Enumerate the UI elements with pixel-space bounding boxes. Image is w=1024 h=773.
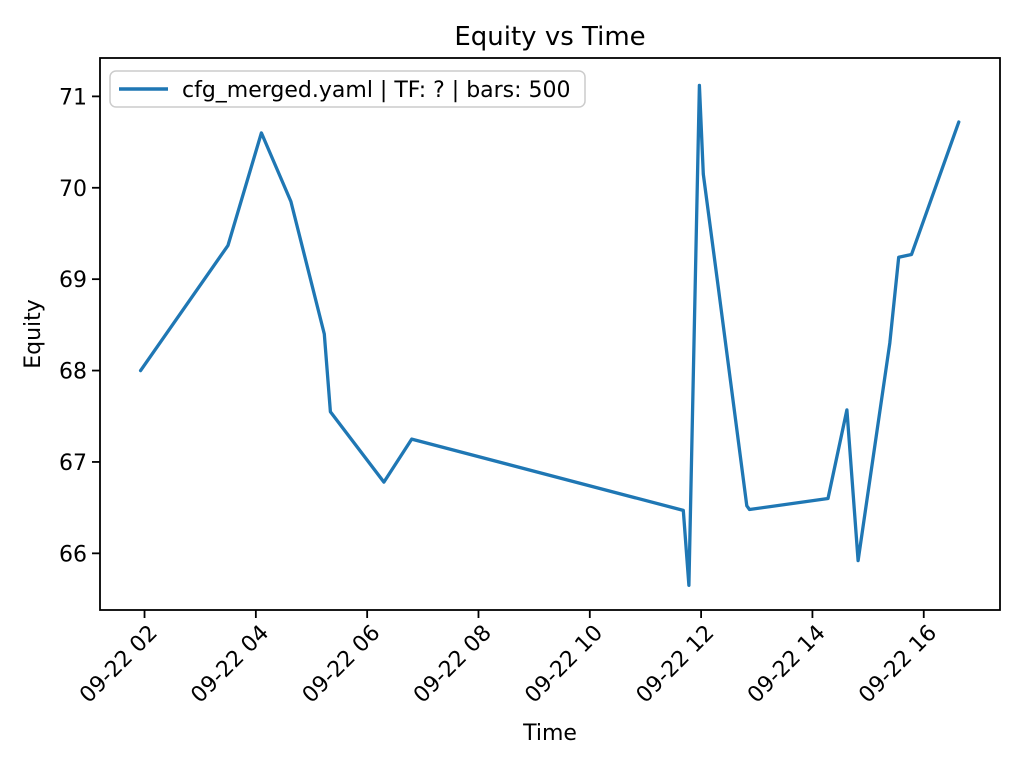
x-tick-label: 09-22 14 — [743, 621, 831, 709]
equity-line — [138, 83, 961, 587]
legend: cfg_merged.yaml | TF: ? | bars: 500 — [109, 70, 586, 108]
equity-line-series — [138, 83, 961, 587]
y-tick-label: 67 — [59, 451, 87, 476]
x-tick-label: 09-22 02 — [75, 621, 163, 709]
x-tick-label: 09-22 06 — [298, 621, 386, 709]
y-axis-label: Equity — [21, 299, 46, 369]
y-tick-label: 68 — [59, 360, 87, 385]
axes-frame — [99, 57, 1001, 611]
x-tick-label: 09-22 04 — [186, 621, 274, 709]
x-tick-label: 09-22 08 — [409, 621, 497, 709]
plot-background — [100, 58, 1000, 610]
legend-box — [109, 70, 586, 108]
x-axis: 09-22 02 09-22 04 09-22 06 09-22 08 09-22 10… — [75, 610, 942, 708]
x-axis-label: Time — [522, 721, 577, 746]
y-tick-label: 66 — [59, 542, 87, 567]
legend-label: cfg_merged.yaml | TF: ? | bars: 500 — [182, 78, 571, 103]
y-tick-label: 69 — [59, 268, 87, 293]
y-axis: 66 67 68 69 70 71 — [59, 85, 100, 567]
y-tick-label: 71 — [59, 85, 87, 110]
chart-title: Equity vs Time — [454, 22, 645, 52]
y-tick-label: 70 — [59, 177, 87, 202]
x-tick-label: 09-22 12 — [632, 621, 720, 709]
x-tick-label: 09-22 16 — [854, 621, 942, 709]
x-tick-label: 09-22 10 — [520, 621, 608, 709]
